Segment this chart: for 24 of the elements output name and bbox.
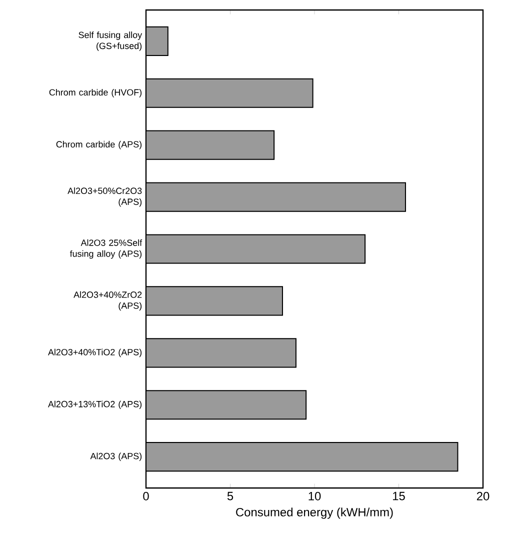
y-tick-label: Al2O3+50%Cr2O3 (APS) [68,187,142,207]
bar [146,390,307,420]
y-tick-label: Al2O3 (APS) [90,452,142,462]
x-tick-label: 0 [143,492,149,500]
y-tick-label: Al2O3 25%Self fusing alloy (APS) [70,239,142,259]
x-tick-label: 15 [393,492,405,500]
bar [146,286,283,316]
x-axis-title: Consumed energy (kWH/mm) [236,508,393,519]
bar [146,26,168,56]
x-tick-label: 10 [308,492,321,500]
bar [146,78,314,108]
y-tick-label: Al2O3+13%TiO2 (APS) [48,400,142,410]
bar [146,338,296,368]
y-tick-label: Self fusing alloy (GS+fused) [78,32,142,51]
bar [146,234,366,264]
y-tick-label: Chrom carbide (APS) [56,140,142,150]
bar [146,442,458,472]
x-tick-label: 20 [476,492,490,500]
y-tick-label: Chrom carbide (HVOF) [49,88,142,98]
y-tick-label: Al2O3+40%ZrO2 (APS) [74,291,142,311]
bar [146,130,275,160]
bar [146,182,406,212]
x-tick-label: 5 [227,492,234,500]
y-tick-label: Al2O3+40%TiO2 (APS) [48,348,142,358]
